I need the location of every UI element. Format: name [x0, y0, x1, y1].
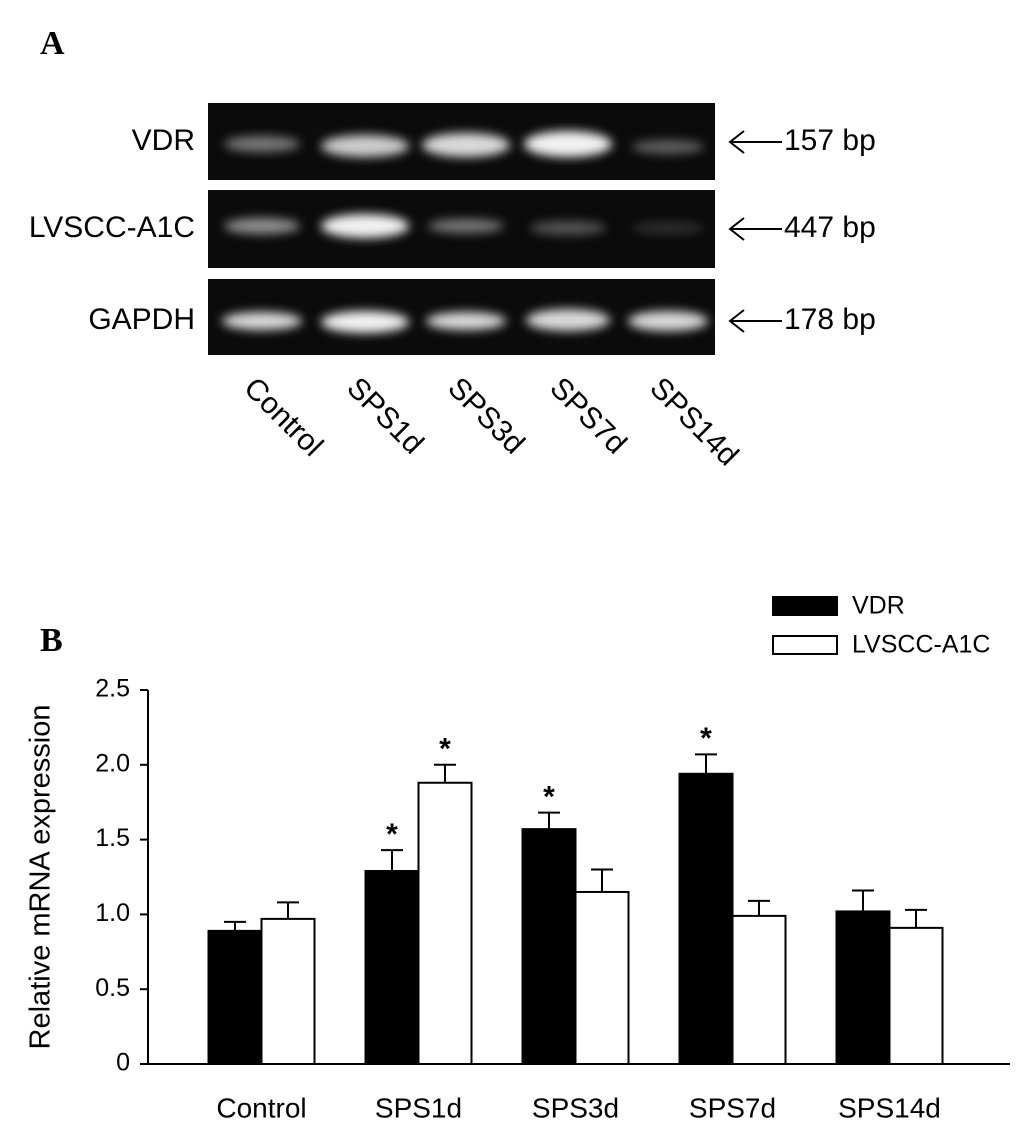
gel-row-label: LVSCC-A1C [29, 211, 195, 244]
panel-label: A [40, 25, 65, 62]
x-tick-label: SPS1d [375, 1092, 462, 1123]
bar [364, 870, 420, 1065]
y-tick-label: 1.0 [95, 899, 130, 927]
bar [835, 910, 891, 1066]
gel-row-label: GAPDH [88, 303, 195, 336]
legend-swatch [772, 596, 838, 616]
significance-marker: * [700, 722, 712, 755]
bar [260, 917, 316, 1065]
gel-row-label: VDR [132, 124, 195, 157]
lane-label: SPS14d [643, 371, 744, 472]
y-tick-label: 0.5 [95, 974, 130, 1002]
bar [678, 772, 734, 1065]
y-tick-label: 2.0 [95, 749, 130, 777]
lane-label: Control [237, 371, 329, 463]
significance-marker: * [439, 733, 451, 766]
band-size: 178 bp [784, 303, 876, 336]
x-tick-label: SPS7d [689, 1092, 776, 1123]
significance-marker: * [386, 818, 398, 851]
x-tick-label: Control [216, 1092, 306, 1123]
band-size: 447 bp [784, 211, 876, 244]
panel-label: B [40, 622, 63, 659]
bar [731, 914, 787, 1065]
bar [207, 929, 263, 1066]
significance-marker: * [543, 781, 555, 814]
legend-label: LVSCC-A1C [852, 631, 990, 659]
bar [521, 828, 577, 1065]
lane-label: SPS1d [340, 371, 429, 460]
y-tick-label: 2.5 [95, 675, 130, 703]
band-size: 157 bp [784, 124, 876, 157]
arrow-head [728, 130, 745, 154]
bar [574, 890, 630, 1066]
bar [888, 926, 944, 1066]
x-tick-label: SPS14d [838, 1092, 941, 1123]
bar [417, 781, 473, 1065]
x-tick-label: SPS3d [532, 1092, 619, 1123]
legend-label: VDR [852, 592, 905, 620]
legend-swatch [772, 635, 838, 655]
y-tick-label: 1.5 [95, 824, 130, 852]
gel-image [208, 103, 715, 355]
arrow-head [728, 217, 745, 241]
lane-label: SPS7d [543, 371, 632, 460]
y-tick-label: 0 [116, 1049, 130, 1077]
arrow-head [728, 309, 745, 333]
y-axis-label: Relative mRNA expression [25, 705, 57, 1050]
lane-label: SPS3d [441, 371, 530, 460]
